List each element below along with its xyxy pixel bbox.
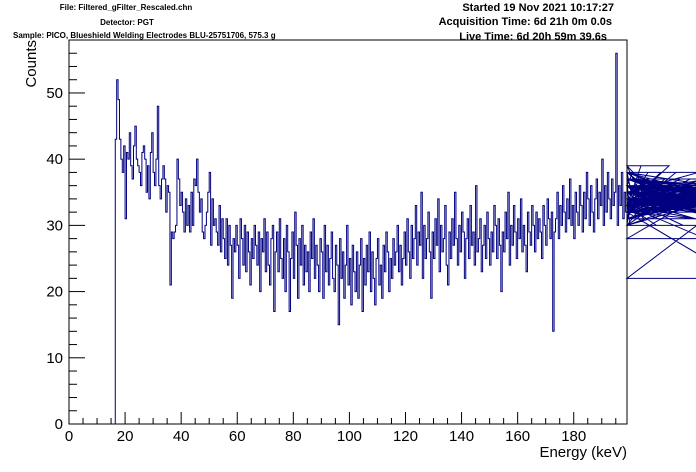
x-tick-label: 180 <box>561 428 586 445</box>
x-tick-label: 120 <box>393 428 418 445</box>
y-axis-label: Counts <box>23 40 40 88</box>
file-label: File: Filtered_gFilter_Rescaled.chn <box>59 3 193 12</box>
y-tick-label: 50 <box>46 85 63 102</box>
plot-frame <box>68 39 628 425</box>
y-tick-label: 0 <box>55 416 63 433</box>
x-tick-label: 20 <box>117 428 134 445</box>
y-tick-label: 30 <box>46 217 63 234</box>
x-tick-label: 60 <box>229 428 246 445</box>
x-tick-label: 0 <box>65 428 73 445</box>
x-tick-label: 140 <box>449 428 474 445</box>
y-tick-label: 10 <box>46 350 63 367</box>
y-tick-labels: 0 10 20 30 40 50 <box>46 85 63 433</box>
x-tick-label: 80 <box>285 428 302 445</box>
x-tick-label: 100 <box>337 428 362 445</box>
spectrum-histogram-line <box>113 52 696 425</box>
started-label: Started 19 Nov 2021 10:17:27 <box>462 2 614 14</box>
y-tick-label: 40 <box>46 151 63 168</box>
tick-marks <box>68 39 617 425</box>
x-axis-label: Energy (keV) <box>539 444 627 461</box>
y-tick-label: 20 <box>46 284 63 301</box>
sample-label: Sample: PICO, Blueshield Welding Electro… <box>13 31 276 40</box>
x-tick-label: 40 <box>173 428 190 445</box>
x-tick-labels: 0 20 40 60 80 100 120 140 160 180 <box>65 428 586 445</box>
acquisition-time-label: Acquisition Time: 6d 21h 0m 0.0s <box>438 16 612 28</box>
detector-label: Detector: PGT <box>100 18 154 27</box>
x-tick-label: 160 <box>505 428 530 445</box>
